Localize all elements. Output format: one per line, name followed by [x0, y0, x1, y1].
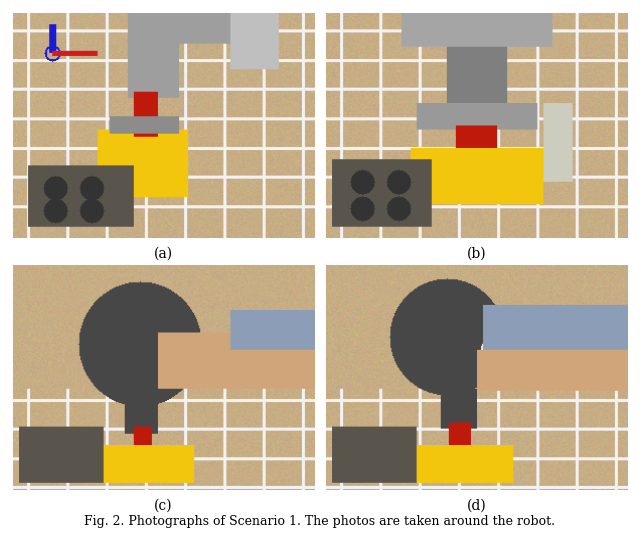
Text: (a): (a) [154, 247, 173, 261]
Text: (c): (c) [154, 499, 173, 513]
Text: Fig. 2. Photographs of Scenario 1. The photos are taken around the robot.: Fig. 2. Photographs of Scenario 1. The p… [84, 515, 556, 528]
Text: (d): (d) [467, 499, 486, 513]
Text: (b): (b) [467, 247, 486, 261]
